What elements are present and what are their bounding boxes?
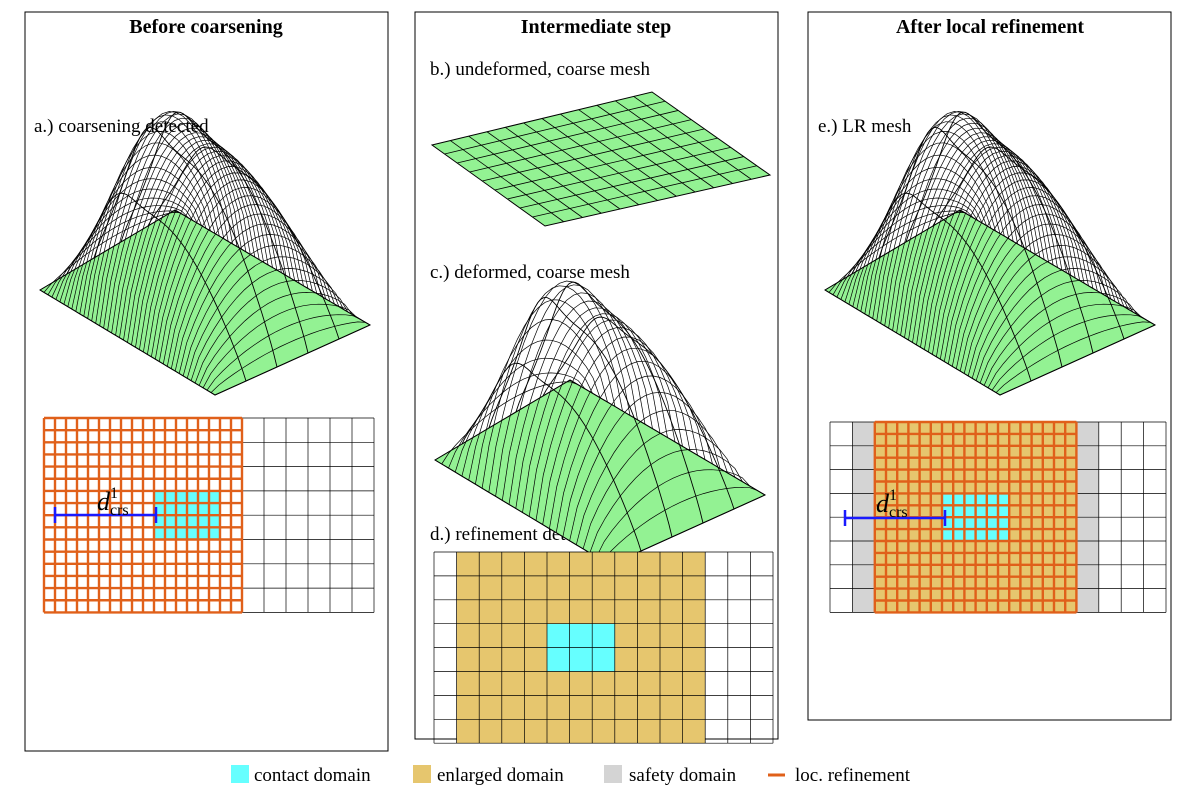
legend: contact domain enlarged domain safety do… xyxy=(231,765,911,786)
deformed-mesh-c xyxy=(435,281,765,565)
legend-label-enlarged: enlarged domain xyxy=(437,765,564,786)
legend-swatch-safety xyxy=(604,765,622,783)
legend-swatch-contact xyxy=(231,765,249,783)
legend-swatch-enlarged xyxy=(413,765,431,783)
legend-label-safety: safety domain xyxy=(629,765,737,786)
legend-label-contact: contact domain xyxy=(254,765,371,786)
label-e: e.) LR mesh xyxy=(818,116,912,137)
figure: Before coarsening Intermediate step Afte… xyxy=(0,0,1196,800)
flat-mesh-surface xyxy=(432,92,770,226)
grid-refinement-detected xyxy=(434,552,773,743)
legend-label-refinement: loc. refinement xyxy=(795,765,911,786)
deformed-mesh-a xyxy=(40,111,370,395)
panel-title-before: Before coarsening xyxy=(129,16,283,38)
label-a: a.) coarsening detected xyxy=(34,116,209,137)
label-b: b.) undeformed, coarse mesh xyxy=(430,59,651,80)
label-c: c.) deformed, coarse mesh xyxy=(430,262,630,283)
undeformed-coarse-mesh xyxy=(432,92,770,226)
panel-title-after: After local refinement xyxy=(896,16,1084,38)
deformed-mesh-e xyxy=(825,111,1155,395)
panel-title-intermediate: Intermediate step xyxy=(521,16,672,38)
